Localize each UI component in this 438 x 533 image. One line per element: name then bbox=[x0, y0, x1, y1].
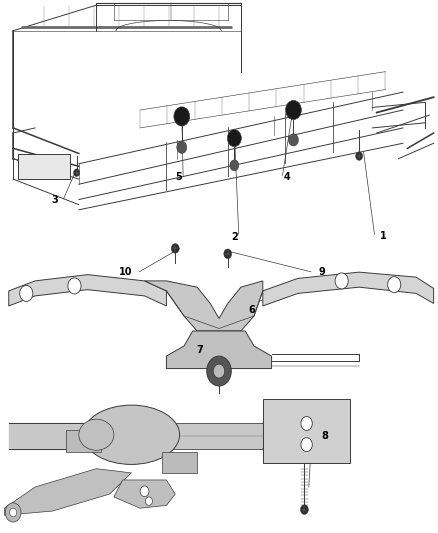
Polygon shape bbox=[166, 331, 272, 369]
Ellipse shape bbox=[83, 405, 180, 464]
Polygon shape bbox=[145, 281, 263, 331]
Text: 9: 9 bbox=[318, 267, 325, 277]
Circle shape bbox=[68, 278, 81, 294]
Circle shape bbox=[5, 503, 21, 522]
FancyBboxPatch shape bbox=[18, 154, 70, 179]
FancyBboxPatch shape bbox=[162, 452, 197, 473]
Circle shape bbox=[145, 497, 152, 505]
Circle shape bbox=[171, 244, 179, 253]
Text: 10: 10 bbox=[120, 267, 133, 277]
Text: 2: 2 bbox=[231, 232, 238, 241]
Circle shape bbox=[20, 285, 33, 302]
FancyBboxPatch shape bbox=[66, 431, 101, 452]
Circle shape bbox=[224, 249, 232, 259]
Polygon shape bbox=[263, 272, 434, 306]
Text: 4: 4 bbox=[283, 172, 290, 182]
Circle shape bbox=[174, 107, 190, 126]
Text: 8: 8 bbox=[321, 431, 328, 441]
Circle shape bbox=[74, 169, 80, 176]
Polygon shape bbox=[114, 480, 175, 508]
Text: 1: 1 bbox=[380, 231, 387, 240]
Ellipse shape bbox=[79, 419, 114, 450]
Text: 5: 5 bbox=[175, 172, 182, 182]
Text: 3: 3 bbox=[51, 195, 58, 205]
Text: 7: 7 bbox=[196, 345, 203, 355]
Circle shape bbox=[10, 508, 17, 516]
Circle shape bbox=[388, 277, 401, 293]
Circle shape bbox=[227, 130, 241, 147]
Circle shape bbox=[289, 134, 298, 146]
Circle shape bbox=[286, 100, 301, 119]
Circle shape bbox=[356, 152, 363, 160]
Polygon shape bbox=[9, 274, 166, 306]
Circle shape bbox=[300, 505, 308, 514]
Circle shape bbox=[213, 364, 225, 378]
Circle shape bbox=[335, 273, 348, 289]
Polygon shape bbox=[4, 469, 131, 515]
Circle shape bbox=[230, 160, 239, 171]
Circle shape bbox=[140, 486, 149, 497]
Circle shape bbox=[301, 417, 312, 431]
Circle shape bbox=[301, 438, 312, 451]
Circle shape bbox=[207, 356, 231, 386]
FancyBboxPatch shape bbox=[153, 423, 263, 449]
Circle shape bbox=[177, 141, 187, 154]
FancyBboxPatch shape bbox=[263, 399, 350, 463]
Text: 6: 6 bbox=[248, 305, 255, 315]
